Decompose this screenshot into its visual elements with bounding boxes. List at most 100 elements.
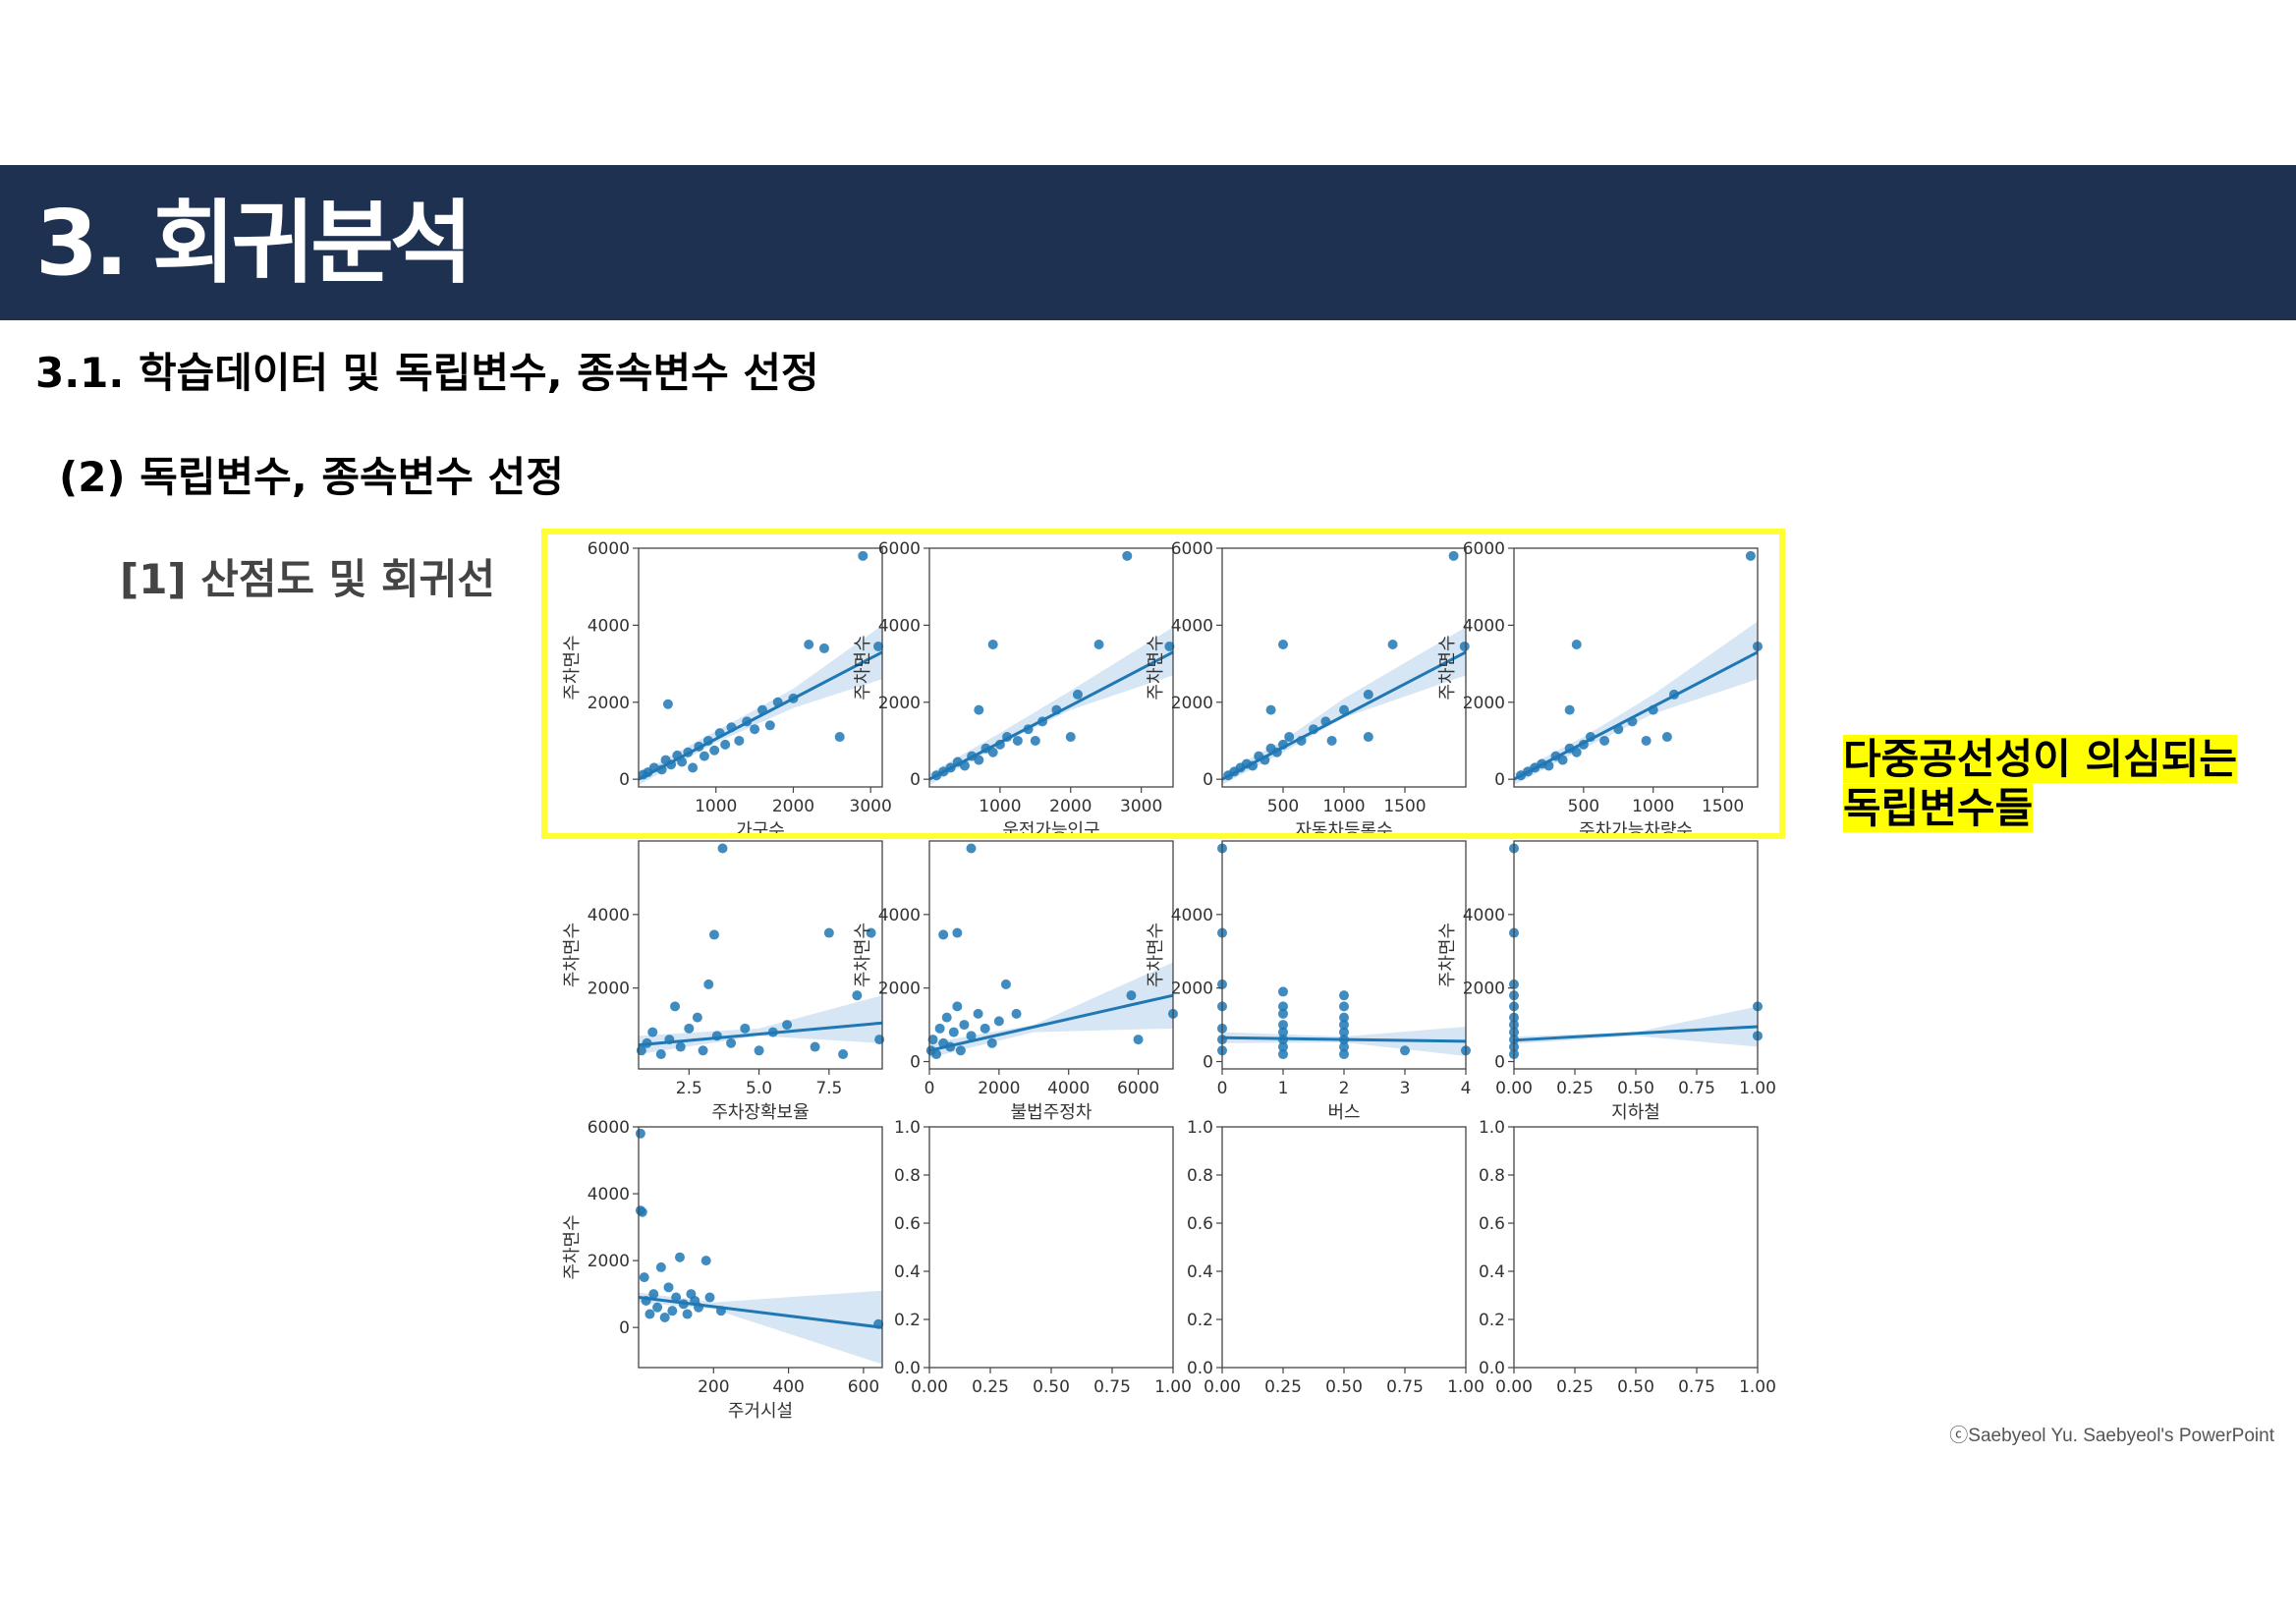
data-point xyxy=(655,1049,666,1060)
data-point xyxy=(692,1012,702,1023)
confidence-band xyxy=(929,962,1173,1058)
y-tick-label: 0.8 xyxy=(1479,1166,1505,1186)
data-point xyxy=(704,1292,715,1303)
x-tick-label: 0.75 xyxy=(1678,1079,1715,1098)
y-tick-label: 0.2 xyxy=(894,1311,921,1330)
x-tick-label: 500 xyxy=(1267,797,1299,816)
data-point xyxy=(659,1312,670,1322)
regression-line xyxy=(638,1296,883,1329)
y-axis-label: 주차면수 xyxy=(562,1214,583,1279)
regression-line xyxy=(1221,650,1467,781)
y-tick-label: 0.0 xyxy=(1187,1359,1213,1378)
x-tick-label: 1.00 xyxy=(1154,1377,1192,1397)
data-point xyxy=(834,732,845,743)
data-point xyxy=(823,927,834,938)
x-tick-label: 4000 xyxy=(1047,1079,1090,1098)
x-tick-label: 1.00 xyxy=(1739,1079,1776,1098)
data-point xyxy=(1661,732,1672,743)
data-point xyxy=(987,747,998,757)
data-point xyxy=(644,1309,655,1319)
x-tick-label: 1500 xyxy=(1702,797,1744,816)
data-point xyxy=(948,1027,959,1037)
x-tick-label: 5.0 xyxy=(746,1079,772,1098)
x-tick-label: 0.50 xyxy=(1617,1079,1654,1098)
data-point xyxy=(1265,704,1276,715)
y-tick-label: 0.8 xyxy=(1187,1166,1213,1186)
y-tick-label: 1.0 xyxy=(1479,1118,1505,1138)
data-point xyxy=(655,1261,666,1272)
data-point xyxy=(663,1282,674,1293)
x-tick-label: 0.50 xyxy=(1325,1377,1363,1397)
x-tick-label: 0.50 xyxy=(1033,1377,1070,1397)
data-point xyxy=(671,1292,682,1303)
data-point xyxy=(734,735,745,746)
data-point xyxy=(934,1023,945,1034)
data-point xyxy=(952,927,963,938)
data-point xyxy=(941,1012,952,1023)
data-point xyxy=(1339,1020,1349,1031)
data-point xyxy=(674,1252,685,1262)
data-point xyxy=(764,720,775,731)
y-tick-label: 4000 xyxy=(1463,906,1505,925)
y-tick-label: 0.2 xyxy=(1479,1311,1505,1330)
data-point xyxy=(754,1045,764,1056)
y-tick-label: 2000 xyxy=(588,694,630,713)
data-point xyxy=(652,1302,663,1313)
data-point xyxy=(667,1306,678,1316)
data-point xyxy=(818,643,829,653)
data-point xyxy=(1387,639,1398,649)
data-point xyxy=(993,1016,1004,1027)
data-point xyxy=(740,1023,751,1034)
x-tick-label: 1000 xyxy=(1632,797,1674,816)
x-axis-label: 지하철 xyxy=(1611,1102,1660,1123)
data-point xyxy=(1065,732,1076,743)
x-tick-label: 1000 xyxy=(979,797,1021,816)
data-point xyxy=(1122,550,1133,561)
x-tick-label: 7.5 xyxy=(815,1079,842,1098)
x-tick-label: 0 xyxy=(924,1079,935,1098)
data-point xyxy=(782,1020,793,1031)
x-tick-label: 3000 xyxy=(850,797,892,816)
scatter-panel-11: 0.00 0.25 0.50 0.75 1.00 0.0 0.2 0.4 0.6 0.8 1.0 xyxy=(1187,1118,1484,1397)
data-point xyxy=(1564,704,1575,715)
confidence-band xyxy=(1514,621,1758,786)
confidence-band xyxy=(929,627,1173,786)
data-point xyxy=(1339,1049,1349,1060)
y-tick-label: 0 xyxy=(1203,1053,1213,1073)
y-tick-label: 2000 xyxy=(1463,694,1505,713)
y-tick-label: 2000 xyxy=(878,980,921,999)
x-tick-label: 1.00 xyxy=(1739,1377,1776,1397)
data-point xyxy=(866,927,876,938)
y-tick-label: 4000 xyxy=(1171,906,1213,925)
x-tick-label: 0.75 xyxy=(1678,1377,1715,1397)
x-tick-label: 400 xyxy=(772,1377,804,1397)
y-tick-label: 4000 xyxy=(588,1185,630,1204)
y-axis-label: 주차면수 xyxy=(853,923,873,987)
data-point xyxy=(637,1206,647,1217)
data-point xyxy=(717,843,728,854)
y-tick-label: 0 xyxy=(1203,770,1213,790)
data-point xyxy=(1400,1045,1410,1056)
x-tick-label: 0.25 xyxy=(1264,1377,1302,1397)
y-tick-label: 0.4 xyxy=(894,1262,921,1282)
data-point xyxy=(688,762,699,773)
scatter-panel-10: 0.00 0.25 0.50 0.75 1.00 0.0 0.2 0.4 0.6 0.8 1.0 xyxy=(894,1118,1192,1397)
page-title: 3. 회귀분석 xyxy=(35,191,474,296)
y-tick-label: 0 xyxy=(619,770,630,790)
axes-frame xyxy=(638,1126,883,1369)
x-tick-label: 0.25 xyxy=(1556,1079,1594,1098)
data-point xyxy=(858,550,868,561)
data-point xyxy=(703,979,714,989)
y-tick-label: 4000 xyxy=(1171,616,1213,636)
y-tick-label: 6000 xyxy=(588,539,630,559)
y-tick-label: 0 xyxy=(910,1053,921,1073)
y-axis-label: 주차면수 xyxy=(853,635,873,700)
data-point xyxy=(1278,1020,1288,1031)
y-tick-label: 0.8 xyxy=(894,1166,921,1186)
x-tick-label: 2 xyxy=(1339,1079,1350,1098)
y-tick-label: 0.0 xyxy=(894,1359,921,1378)
x-tick-label: 6000 xyxy=(1117,1079,1159,1098)
data-point xyxy=(709,745,720,756)
